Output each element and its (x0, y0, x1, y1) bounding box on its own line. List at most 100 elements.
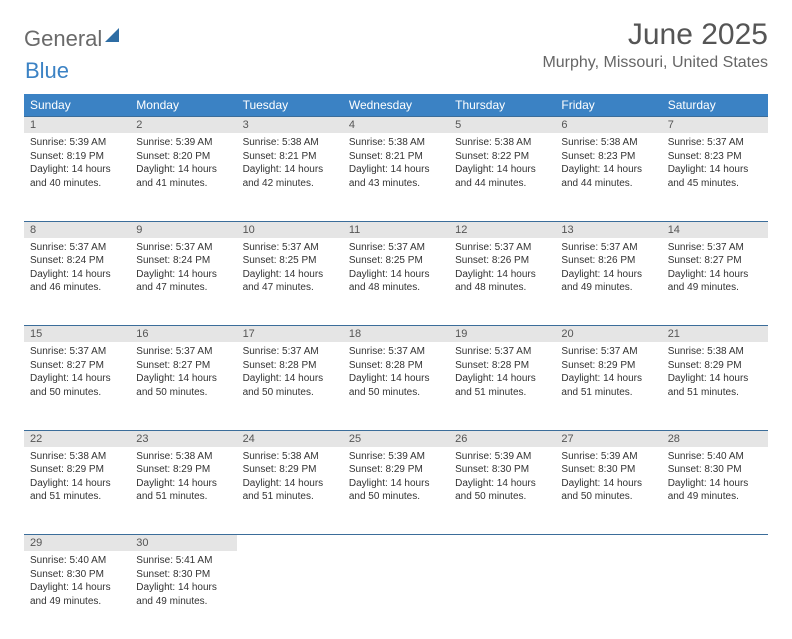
sunset-line: Sunset: 8:30 PM (30, 568, 124, 582)
day-content: Sunrise: 5:39 AMSunset: 8:30 PMDaylight:… (449, 447, 555, 510)
sunset-line: Sunset: 8:26 PM (561, 254, 655, 268)
sunset-line: Sunset: 8:24 PM (30, 254, 124, 268)
day-number-cell: 11 (343, 221, 449, 238)
day-content: Sunrise: 5:37 AMSunset: 8:24 PMDaylight:… (130, 238, 236, 301)
day-cell: Sunrise: 5:38 AMSunset: 8:23 PMDaylight:… (555, 133, 661, 221)
sunrise-line: Sunrise: 5:37 AM (30, 345, 124, 359)
sunset-line: Sunset: 8:21 PM (349, 150, 443, 164)
day-number-cell: 13 (555, 221, 661, 238)
location-text: Murphy, Missouri, United States (542, 54, 768, 72)
day-number-cell: 27 (555, 430, 661, 447)
day-number-cell: 8 (24, 221, 130, 238)
sunrise-line: Sunrise: 5:37 AM (136, 241, 230, 255)
day-content: Sunrise: 5:37 AMSunset: 8:24 PMDaylight:… (24, 238, 130, 301)
day-cell: Sunrise: 5:37 AMSunset: 8:24 PMDaylight:… (24, 238, 130, 326)
day-content-row: Sunrise: 5:39 AM Sunset: 8:19 PM Daylight:… (24, 133, 768, 221)
title-block: June 2025 Murphy, Missouri, United State… (542, 18, 768, 72)
daylight-line: Daylight: 14 hours and 50 minutes. (136, 372, 230, 399)
day-content: Sunrise: 5:38 AMSunset: 8:21 PMDaylight:… (237, 133, 343, 196)
day-cell: Sunrise: 5:39 AMSunset: 8:20 PMDaylight:… (130, 133, 236, 221)
sunrise-line: Sunrise: 5:38 AM (136, 450, 230, 464)
day-cell: Sunrise: 5:37 AMSunset: 8:27 PMDaylight:… (24, 342, 130, 430)
day-number-cell: 21 (662, 326, 768, 343)
sunrise-line: Sunrise: 5:37 AM (668, 241, 762, 255)
day-content: Sunrise: 5:37 AMSunset: 8:23 PMDaylight:… (662, 133, 768, 196)
daylight-line: Daylight: 14 hours and 42 minutes. (243, 163, 337, 190)
day-content: Sunrise: 5:38 AMSunset: 8:21 PMDaylight:… (343, 133, 449, 196)
day-content: Sunrise: 5:37 AMSunset: 8:27 PMDaylight:… (24, 342, 130, 405)
day-number-cell: 18 (343, 326, 449, 343)
day-content: Sunrise: 5:37 AMSunset: 8:28 PMDaylight:… (237, 342, 343, 405)
daylight-line: Daylight: 14 hours and 50 minutes. (455, 477, 549, 504)
day-number-row: 891011121314 (24, 221, 768, 238)
daylight-line: Daylight: 14 hours and 41 minutes. (136, 163, 230, 190)
day-content: Sunrise: 5:37 AMSunset: 8:29 PMDaylight:… (555, 342, 661, 405)
logo-text-general: General (24, 26, 102, 52)
day-cell: Sunrise: 5:38 AMSunset: 8:29 PMDaylight:… (24, 447, 130, 535)
sunrise-line: Sunrise: 5:37 AM (455, 241, 549, 255)
sunrise-line: Sunrise: 5:39 AM (349, 450, 443, 464)
daylight-line: Daylight: 14 hours and 45 minutes. (668, 163, 762, 190)
day-number-cell: 3 (237, 117, 343, 134)
sunset-line: Sunset: 8:19 PM (30, 150, 124, 164)
day-cell: Sunrise: 5:39 AMSunset: 8:30 PMDaylight:… (555, 447, 661, 535)
day-number-row: 1234567 (24, 117, 768, 134)
sunrise-line: Sunrise: 5:37 AM (136, 345, 230, 359)
day-content: Sunrise: 5:37 AMSunset: 8:26 PMDaylight:… (449, 238, 555, 301)
day-content: Sunrise: 5:37 AMSunset: 8:27 PMDaylight:… (662, 238, 768, 301)
sunrise-line: Sunrise: 5:39 AM (455, 450, 549, 464)
day-number-cell: 2 (130, 117, 236, 134)
sunset-line: Sunset: 8:29 PM (561, 359, 655, 373)
daylight-line: Daylight: 14 hours and 51 minutes. (561, 372, 655, 399)
day-cell: Sunrise: 5:39 AMSunset: 8:19 PMDaylight:… (24, 133, 130, 221)
sunrise-line: Sunrise: 5:37 AM (561, 241, 655, 255)
sunset-line: Sunset: 8:23 PM (668, 150, 762, 164)
sunset-line: Sunset: 8:20 PM (136, 150, 230, 164)
sunrise-line: Sunrise: 5:38 AM (243, 450, 337, 464)
day-number-cell: 26 (449, 430, 555, 447)
day-cell: Sunrise: 5:38 AMSunset: 8:21 PMDaylight:… (237, 133, 343, 221)
weekday-header: Saturday (662, 94, 768, 117)
day-cell: Sunrise: 5:41 AMSunset: 8:30 PMDaylight:… (130, 551, 236, 639)
sunrise-line: Sunrise: 5:37 AM (30, 241, 124, 255)
day-number-row: 22232425262728 (24, 430, 768, 447)
day-number-cell: 22 (24, 430, 130, 447)
day-content: Sunrise: 5:37 AMSunset: 8:27 PMDaylight:… (130, 342, 236, 405)
weekday-header: Wednesday (343, 94, 449, 117)
sunset-line: Sunset: 8:24 PM (136, 254, 230, 268)
sunset-line: Sunset: 8:30 PM (668, 463, 762, 477)
sunset-line: Sunset: 8:29 PM (136, 463, 230, 477)
weekday-header: Sunday (24, 94, 130, 117)
day-cell: Sunrise: 5:38 AMSunset: 8:29 PMDaylight:… (130, 447, 236, 535)
sunrise-line: Sunrise: 5:39 AM (136, 136, 230, 150)
day-number-cell: 20 (555, 326, 661, 343)
daylight-line: Daylight: 14 hours and 46 minutes. (30, 268, 124, 295)
sunset-line: Sunset: 8:30 PM (455, 463, 549, 477)
sunrise-line: Sunrise: 5:37 AM (561, 345, 655, 359)
daylight-line: Daylight: 14 hours and 43 minutes. (349, 163, 443, 190)
weekday-header-row: SundayMondayTuesdayWednesdayThursdayFrid… (24, 94, 768, 117)
day-number-cell (343, 535, 449, 552)
daylight-line: Daylight: 14 hours and 51 minutes. (455, 372, 549, 399)
day-content-row: Sunrise: 5:37 AMSunset: 8:27 PMDaylight:… (24, 342, 768, 430)
day-number-cell: 25 (343, 430, 449, 447)
day-number-cell: 16 (130, 326, 236, 343)
day-cell (343, 551, 449, 639)
sunset-line: Sunset: 8:22 PM (455, 150, 549, 164)
daylight-line: Daylight: 14 hours and 50 minutes. (349, 477, 443, 504)
sunrise-line: Sunrise: 5:38 AM (668, 345, 762, 359)
day-number-cell: 23 (130, 430, 236, 447)
day-cell (662, 551, 768, 639)
day-content: Sunrise: 5:38 AMSunset: 8:23 PMDaylight:… (555, 133, 661, 196)
sunrise-line: Sunrise: 5:37 AM (668, 136, 762, 150)
sunset-line: Sunset: 8:27 PM (668, 254, 762, 268)
day-number-cell: 4 (343, 117, 449, 134)
day-cell (555, 551, 661, 639)
daylight-line: Daylight: 14 hours and 48 minutes. (455, 268, 549, 295)
sunrise-line: Sunrise: 5:39 AM (561, 450, 655, 464)
weekday-header: Thursday (449, 94, 555, 117)
day-cell: Sunrise: 5:39 AMSunset: 8:29 PMDaylight:… (343, 447, 449, 535)
day-cell: Sunrise: 5:37 AMSunset: 8:28 PMDaylight:… (237, 342, 343, 430)
daylight-line: Daylight: 14 hours and 48 minutes. (349, 268, 443, 295)
calendar-table: SundayMondayTuesdayWednesdayThursdayFrid… (24, 94, 768, 639)
